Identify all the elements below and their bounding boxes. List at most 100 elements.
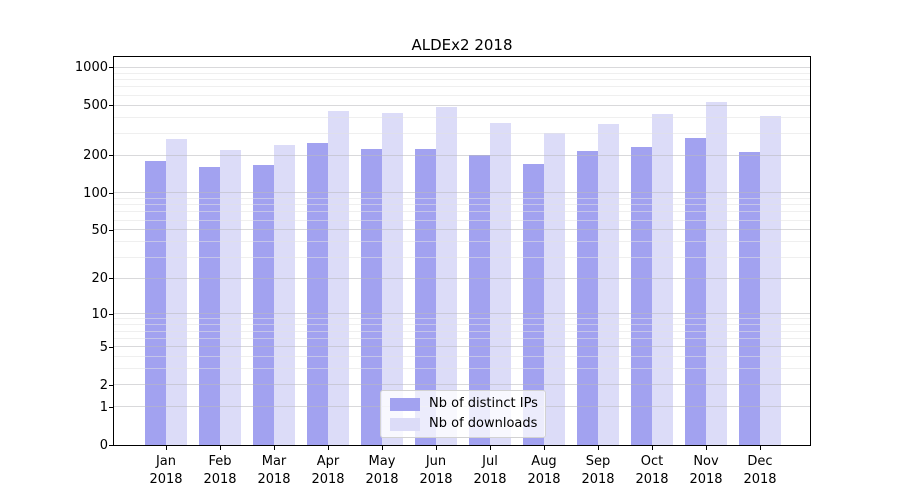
y-tick-label-50: 50 [91, 222, 108, 238]
bar-downloads-may [382, 113, 403, 445]
bar-downloads-jan [166, 138, 187, 445]
y-tick-label-5: 5 [99, 339, 108, 355]
x-tick-mark-aug [544, 446, 545, 450]
bar-distinct-ips-may [361, 149, 382, 445]
x-tick-label-aug: Aug 2018 [527, 454, 561, 487]
chart-title: ALDEx2 2018 [411, 36, 513, 54]
bar-downloads-nov [706, 101, 727, 445]
y-tick-label-200: 200 [83, 148, 108, 164]
bar-distinct-ips-mar [253, 164, 274, 445]
x-tick-mark-dec [760, 446, 761, 450]
bar-downloads-jun [436, 106, 457, 445]
bar-distinct-ips-jul [469, 155, 490, 445]
x-tick-mark-jun [436, 446, 437, 450]
gridline-8 [114, 324, 810, 326]
legend-label-downloads: Nb of downloads [429, 416, 538, 431]
gridline-500 [114, 104, 810, 106]
legend-row-distinct-ips: Nb of distinct IPs [381, 397, 545, 411]
gridline-400 [114, 116, 810, 118]
x-tick-label-sep: Sep 2018 [581, 454, 615, 487]
x-tick-label-feb: Feb 2018 [203, 454, 237, 487]
bar-distinct-ips-oct [631, 146, 652, 445]
bar-downloads-aug [544, 133, 565, 445]
y-tick-mark-500 [109, 105, 114, 107]
gridline-2 [114, 384, 810, 385]
bar-downloads-apr [328, 110, 349, 445]
gridline-300 [114, 132, 810, 134]
gridline-1000 [114, 66, 810, 68]
y-tick-label-500: 500 [83, 98, 108, 114]
gridline-100 [114, 192, 810, 194]
x-tick-label-may: May 2018 [365, 454, 399, 487]
y-tick-mark-200 [109, 155, 114, 157]
gridline-6 [114, 337, 810, 339]
y-tick-mark-1000 [109, 67, 114, 69]
bar-downloads-oct [652, 113, 673, 445]
x-tick-mark-apr [328, 446, 329, 450]
x-tick-mark-may [382, 446, 383, 450]
y-tick-mark-10 [109, 313, 114, 315]
x-tick-mark-jul [490, 446, 491, 450]
plot-area [113, 56, 811, 446]
x-tick-mark-nov [706, 446, 707, 450]
gridline-80 [114, 204, 810, 206]
gridline-800 [114, 79, 810, 81]
y-tick-label-20: 20 [91, 271, 108, 287]
gridline-200 [114, 154, 810, 156]
bar-downloads-dec [760, 115, 781, 445]
gridline-4 [114, 356, 810, 358]
gridline-600 [114, 94, 810, 96]
legend-label-distinct-ips: Nb of distinct IPs [429, 396, 538, 411]
y-tick-mark-2 [109, 384, 114, 386]
y-tick-label-10: 10 [91, 306, 108, 322]
y-tick-mark-0 [109, 444, 114, 446]
x-tick-label-dec: Dec 2018 [743, 454, 777, 487]
bar-distinct-ips-jan [145, 160, 166, 445]
x-tick-mark-sep [598, 446, 599, 450]
y-tick-mark-50 [109, 229, 114, 231]
y-tick-mark-5 [109, 346, 114, 348]
y-tick-label-2: 2 [99, 377, 108, 393]
gridline-60 [114, 219, 810, 221]
gridline-10 [114, 313, 810, 315]
y-tick-mark-20 [109, 278, 114, 280]
x-tick-label-jun: Jun 2018 [419, 454, 453, 487]
legend-swatch-distinct-ips [390, 397, 420, 411]
bar-distinct-ips-jun [415, 149, 436, 445]
x-tick-mark-oct [652, 446, 653, 450]
gridline-40 [114, 241, 810, 243]
gridline-9 [114, 318, 810, 320]
gridline-900 [114, 72, 810, 74]
gridline-70 [114, 211, 810, 213]
bar-distinct-ips-dec [739, 151, 760, 445]
x-tick-mark-feb [220, 446, 221, 450]
x-tick-mark-mar [274, 446, 275, 450]
gridline-5 [114, 346, 810, 348]
legend-swatch-downloads [390, 417, 420, 431]
bar-downloads-jul [490, 122, 511, 445]
y-tick-label-100: 100 [83, 185, 108, 201]
x-tick-label-jan: Jan 2018 [149, 454, 183, 487]
bar-distinct-ips-sep [577, 150, 598, 445]
gridline-7 [114, 330, 810, 332]
y-tick-label-1000: 1000 [74, 60, 108, 76]
x-tick-label-mar: Mar 2018 [257, 454, 291, 487]
y-tick-label-0: 0 [99, 437, 108, 453]
bar-distinct-ips-apr [307, 142, 328, 445]
y-tick-mark-100 [109, 192, 114, 194]
bar-distinct-ips-nov [685, 137, 706, 445]
x-tick-label-nov: Nov 2018 [689, 454, 723, 487]
gridline-700 [114, 86, 810, 88]
legend-row-downloads: Nb of downloads [381, 417, 545, 431]
x-tick-label-jul: Jul 2018 [473, 454, 507, 487]
bar-distinct-ips-feb [199, 166, 220, 445]
gridline-90 [114, 197, 810, 199]
bar-downloads-feb [220, 149, 241, 445]
x-tick-mark-jan [166, 446, 167, 450]
gridline-30 [114, 256, 810, 258]
x-tick-label-oct: Oct 2018 [635, 454, 669, 487]
y-tick-mark-1 [109, 406, 114, 408]
bar-distinct-ips-aug [523, 163, 544, 445]
legend: Nb of distinct IPs Nb of downloads [380, 390, 546, 438]
